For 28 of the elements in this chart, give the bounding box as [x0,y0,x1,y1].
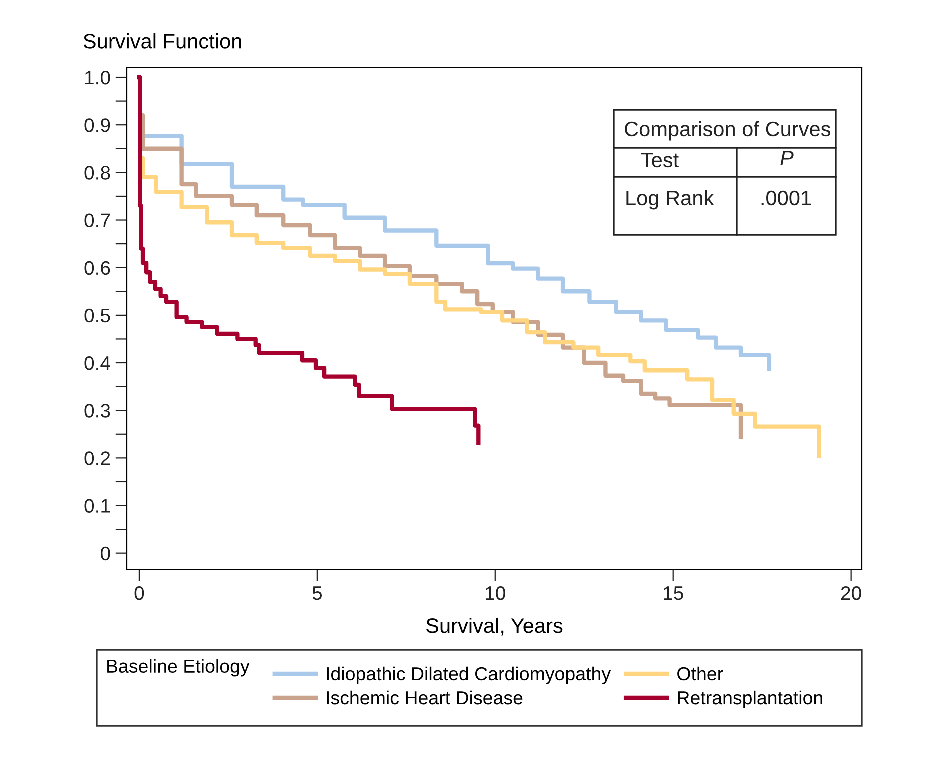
legend-label: Retransplantation [678,690,822,708]
annotation: Comparison of Curves [625,121,831,141]
annotation: Log Rank [626,190,714,210]
y-tick-label: 0.1 [84,499,110,513]
y-tick-label: 0.7 [84,214,110,228]
legend-label: Other [678,666,724,681]
annotation: P [780,151,794,166]
x-axis-title: Survival, Years [426,618,563,636]
x-tick-label: 5 [312,586,322,600]
y-tick-label: 1.0 [85,70,110,85]
y-tick-label: 0.2 [84,452,110,466]
y-tick-label: 0.3 [84,404,110,418]
y-tick-label: 0.9 [84,118,110,132]
annotation: Test [641,153,679,168]
legend-label: Idiopathic Dilated Cardiomyopathy [327,666,612,684]
legend-title: Baseline Etiology [108,659,250,677]
x-tick-label: 10 [486,586,506,600]
y-tick-label: 0 [100,546,110,561]
legend-label: Ischemic Heart Disease [327,690,523,705]
annotation: .0001 [762,190,812,206]
x-tick-label: 0 [134,586,144,600]
x-tick-label: 15 [664,586,684,600]
y-tick-label: 0.4 [84,356,110,370]
y-tick-label: 0.5 [84,308,110,323]
y-tick-label: 0.8 [84,166,110,180]
y-tick-label: 0.6 [84,261,110,276]
y-axis-title: Survival Function [84,34,242,49]
x-tick-label: 20 [841,586,862,600]
